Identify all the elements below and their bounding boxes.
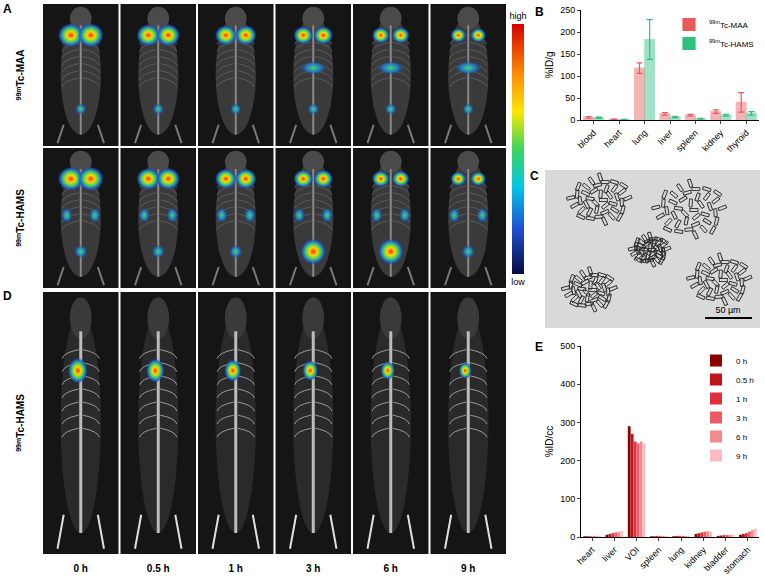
svg-text:thyroid: thyroid xyxy=(725,128,751,154)
svg-text:spleen: spleen xyxy=(674,128,700,154)
svg-text:50: 50 xyxy=(565,93,575,103)
svg-text:B: B xyxy=(535,5,544,19)
svg-text:A: A xyxy=(3,2,12,16)
svg-text:1 h: 1 h xyxy=(736,395,747,404)
svg-text:blood: blood xyxy=(576,128,599,151)
svg-text:6 h: 6 h xyxy=(384,563,398,574)
svg-text:kidney: kidney xyxy=(683,544,709,570)
svg-text:100: 100 xyxy=(560,494,575,504)
svg-text:400: 400 xyxy=(560,379,575,389)
svg-text:%ID/cc: %ID/cc xyxy=(544,426,555,458)
svg-text:0: 0 xyxy=(570,532,575,542)
svg-text:bladder: bladder xyxy=(702,545,730,573)
svg-text:99mTc-HAMS: 99mTc-HAMS xyxy=(15,394,26,452)
svg-text:heart: heart xyxy=(575,544,597,566)
svg-text:VOI: VOI xyxy=(623,545,641,563)
svg-text:250: 250 xyxy=(560,5,575,15)
svg-text:1 h: 1 h xyxy=(229,563,243,574)
svg-text:99mTc-HAMS: 99mTc-HAMS xyxy=(15,189,26,247)
svg-text:200: 200 xyxy=(560,27,575,37)
svg-text:lung: lung xyxy=(630,128,649,147)
svg-text:9 h: 9 h xyxy=(461,563,475,574)
svg-text:0: 0 xyxy=(570,115,575,125)
svg-text:stomach: stomach xyxy=(721,545,752,576)
svg-text:200: 200 xyxy=(560,456,575,466)
svg-text:0 h: 0 h xyxy=(736,357,747,366)
svg-text:D: D xyxy=(3,289,12,303)
svg-text:0.5 h: 0.5 h xyxy=(736,376,754,385)
svg-text:spleen: spleen xyxy=(638,545,664,571)
svg-text:99mTc-MAA: 99mTc-MAA xyxy=(15,49,26,100)
svg-text:500: 500 xyxy=(560,341,575,351)
svg-text:kidney: kidney xyxy=(700,127,726,153)
svg-text:C: C xyxy=(530,169,539,183)
svg-text:​99m​Tc-HAMS: ​99m​Tc-HAMS xyxy=(709,38,754,48)
svg-text:heart: heart xyxy=(602,127,624,149)
svg-text:E: E xyxy=(535,340,543,354)
svg-text:150: 150 xyxy=(560,49,575,59)
svg-text:3 h: 3 h xyxy=(736,414,747,423)
svg-text:high: high xyxy=(509,11,526,21)
svg-text:0.5 h: 0.5 h xyxy=(147,563,170,574)
svg-text:​99m​Tc-MAA: ​99m​Tc-MAA xyxy=(709,19,749,29)
svg-text:lung: lung xyxy=(667,545,686,564)
svg-text:3 h: 3 h xyxy=(306,563,320,574)
svg-text:6 h: 6 h xyxy=(736,433,747,442)
svg-text:300: 300 xyxy=(560,418,575,428)
svg-text:100: 100 xyxy=(560,71,575,81)
svg-text:liver: liver xyxy=(600,545,619,564)
svg-text:low: low xyxy=(511,277,525,287)
svg-text:0 h: 0 h xyxy=(74,563,88,574)
svg-text:50 µm: 50 µm xyxy=(715,305,740,315)
svg-text:%ID/g: %ID/g xyxy=(544,51,555,78)
svg-text:liver: liver xyxy=(656,128,675,147)
svg-text:9 h: 9 h xyxy=(736,452,747,461)
